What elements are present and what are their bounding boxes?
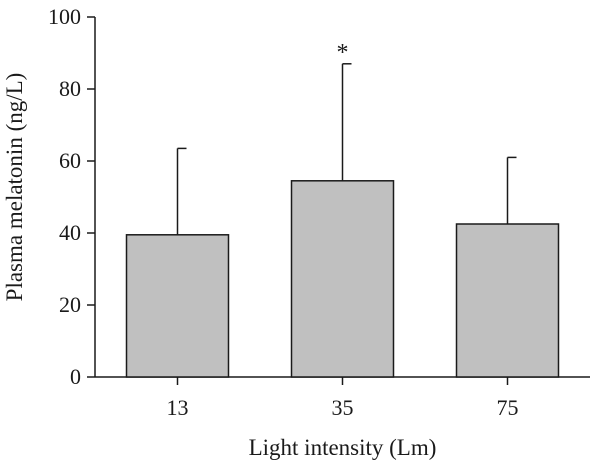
bars: * bbox=[125, 40, 560, 378]
y-tick-label: 100 bbox=[48, 4, 81, 29]
x-tick-label: 75 bbox=[497, 395, 519, 420]
bar-75 bbox=[455, 223, 560, 378]
y-tick-label: 80 bbox=[59, 76, 81, 101]
x-tick-label: 35 bbox=[332, 395, 354, 420]
significance-marker: * bbox=[337, 40, 349, 66]
y-tick-label: 60 bbox=[59, 148, 81, 173]
y-ticks: 0 20 40 60 80 100 bbox=[48, 4, 95, 389]
y-axis-title: Plasma melatonin (ng/L) bbox=[2, 73, 27, 302]
x-ticks: 13 35 75 bbox=[167, 377, 519, 420]
y-tick-label: 0 bbox=[70, 364, 81, 389]
x-axis-title: Light intensity (Lm) bbox=[249, 435, 437, 460]
y-tick-label: 20 bbox=[59, 292, 81, 317]
bar-13 bbox=[125, 234, 230, 378]
x-tick-label: 13 bbox=[167, 395, 189, 420]
bar-35 bbox=[290, 180, 395, 378]
y-tick-label: 40 bbox=[59, 220, 81, 245]
